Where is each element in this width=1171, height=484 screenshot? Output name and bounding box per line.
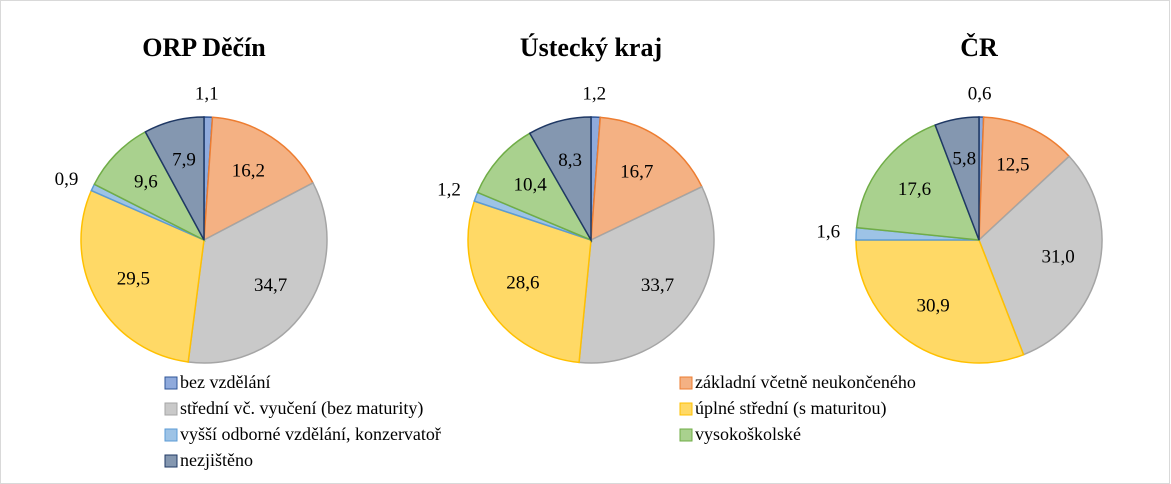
- legend-label: střední vč. vyučení (bez maturity): [180, 398, 423, 419]
- pie-slice: [590, 116, 703, 242]
- data-label: 1,2: [582, 83, 606, 104]
- legend-swatch: [679, 376, 693, 390]
- data-label: 16,7: [620, 161, 653, 182]
- chart-title: ORP Děčín: [142, 33, 266, 62]
- chart-title: ČR: [960, 33, 998, 62]
- data-label: 0,6: [968, 83, 992, 104]
- legend-swatch: [679, 428, 693, 442]
- legend-swatch: [164, 402, 178, 416]
- pie-slice: [144, 116, 205, 241]
- data-label: 28,6: [506, 273, 539, 294]
- legend-label: bez vzdělání: [180, 372, 270, 392]
- pie-slice: [467, 200, 592, 364]
- pie-slice: [528, 116, 592, 243]
- data-label: 29,5: [117, 268, 150, 289]
- data-label: 5,8: [952, 149, 976, 170]
- data-label: 16,2: [232, 160, 265, 181]
- data-label: 31,0: [1041, 247, 1074, 268]
- pie-slice: [203, 116, 314, 242]
- data-label: 1,6: [816, 221, 840, 242]
- legend-swatch: [164, 428, 178, 442]
- data-label: 1,1: [195, 83, 219, 104]
- data-label: 10,4: [514, 175, 548, 196]
- pie-slice: [187, 181, 328, 364]
- chart-title: Ústecký kraj: [520, 33, 662, 62]
- legend-label: nezjištěno: [180, 450, 253, 470]
- pie-slice: [978, 155, 1103, 356]
- data-label: 7,9: [172, 150, 196, 171]
- legend-swatch: [164, 454, 178, 468]
- data-label: 34,7: [254, 275, 287, 296]
- pie-slice: [93, 130, 206, 242]
- data-label: 30,9: [917, 295, 950, 316]
- data-label: 0,9: [55, 169, 79, 190]
- pie-slice: [855, 124, 981, 241]
- pie-slice: [978, 116, 1071, 242]
- data-label: 12,5: [996, 155, 1029, 176]
- legend-label: vyšší odborné vzdělání, konzervatoř: [180, 424, 441, 444]
- legend-swatch: [164, 376, 178, 390]
- legend-swatch: [679, 402, 693, 416]
- legend-label: úplné střední (s maturitou): [695, 398, 886, 419]
- data-label: 8,3: [558, 150, 582, 171]
- pie-slice: [855, 239, 1025, 364]
- data-label: 9,6: [134, 172, 158, 193]
- pie-slice: [476, 132, 593, 242]
- pie-slice: [934, 116, 980, 241]
- data-label: 17,6: [898, 179, 931, 200]
- data-label: 33,7: [641, 275, 674, 296]
- legend-label: základní včetně neukončeného: [695, 372, 916, 392]
- pie-slice: [578, 185, 715, 364]
- data-label: 1,2: [437, 179, 461, 200]
- legend-label: vysokoškolské: [695, 424, 801, 444]
- pie-slice: [80, 189, 205, 363]
